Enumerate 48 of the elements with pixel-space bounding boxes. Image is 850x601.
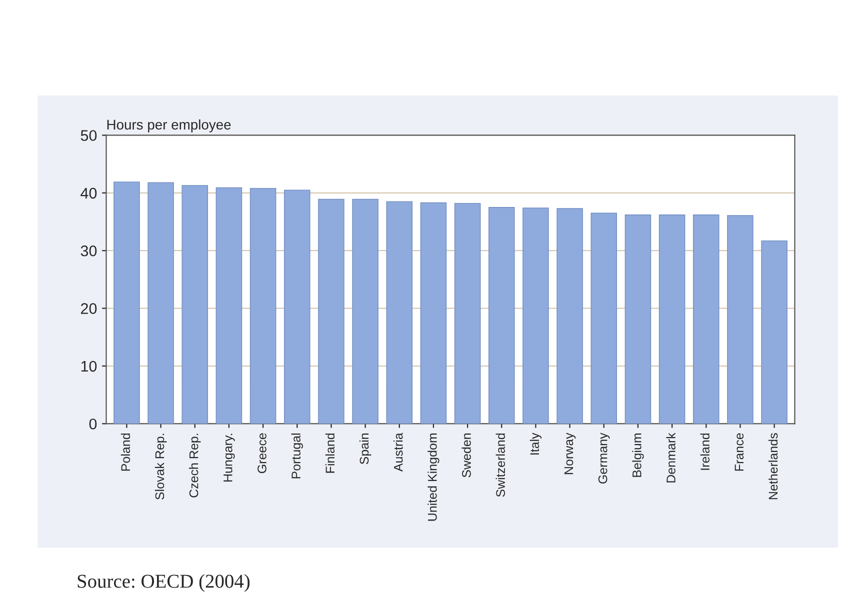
bar xyxy=(386,201,413,424)
x-tick-label: Austria xyxy=(394,432,403,472)
x-tick-label: Poland xyxy=(120,434,130,471)
bar xyxy=(250,188,276,424)
y-tick-label: 50 xyxy=(80,130,97,141)
y-tick-label: 10 xyxy=(81,360,97,372)
bar xyxy=(590,212,618,424)
x-tick-label: Finland xyxy=(325,434,335,473)
bar xyxy=(761,240,788,424)
x-tick-label: Italy xyxy=(530,432,542,454)
bar xyxy=(284,190,310,424)
x-tick-label: Portugal xyxy=(291,434,303,478)
y-tick-label: 40 xyxy=(80,188,97,199)
bar xyxy=(556,208,583,424)
bar xyxy=(522,208,549,424)
y-tick-label: 30 xyxy=(80,245,97,256)
x-tick-label: Spain xyxy=(359,434,372,464)
y-axis-title: Hours per employee xyxy=(107,119,231,132)
bar xyxy=(624,214,652,424)
x-tick-label: United Kingdom xyxy=(428,434,440,521)
x-tick-label: France xyxy=(734,433,744,471)
x-tick-label: Switzerland xyxy=(496,434,505,497)
x-tick-label: Czech Rep. xyxy=(189,434,201,498)
x-tick-label: Germany xyxy=(598,432,610,484)
x-tick-label: Norway xyxy=(564,432,576,474)
bar xyxy=(488,206,515,424)
bar xyxy=(352,198,378,424)
x-tick-label: Denmark xyxy=(666,432,676,482)
x-tick-label: Ireland xyxy=(700,434,710,470)
x-tick-label: Belgium xyxy=(632,434,644,477)
y-tick-label: 20 xyxy=(81,303,97,314)
source-note: Source: OECD (2004) xyxy=(78,574,250,592)
bar xyxy=(420,202,447,424)
bar xyxy=(727,215,754,424)
bar xyxy=(658,214,686,424)
x-tick-label: Greece xyxy=(258,433,266,474)
x-tick-label: Sweden xyxy=(462,434,471,478)
y-tick-label: 0 xyxy=(89,418,97,430)
bar xyxy=(182,185,208,424)
x-tick-label: Netherlands xyxy=(768,433,778,500)
bar xyxy=(216,187,242,424)
bar xyxy=(148,182,174,424)
bar xyxy=(114,182,140,424)
bar xyxy=(454,202,481,424)
bar xyxy=(693,214,720,424)
x-tick-label: Slovak Rep. xyxy=(154,434,167,500)
x-tick-label: Hungary. xyxy=(224,434,235,482)
bar xyxy=(318,198,344,424)
